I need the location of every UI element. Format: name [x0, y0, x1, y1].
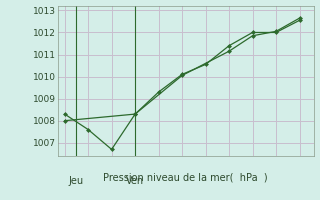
X-axis label: Pression niveau de la mer(  hPa  ): Pression niveau de la mer( hPa ) [103, 173, 268, 183]
Text: Jeu: Jeu [69, 176, 84, 186]
Text: Ven: Ven [126, 176, 144, 186]
